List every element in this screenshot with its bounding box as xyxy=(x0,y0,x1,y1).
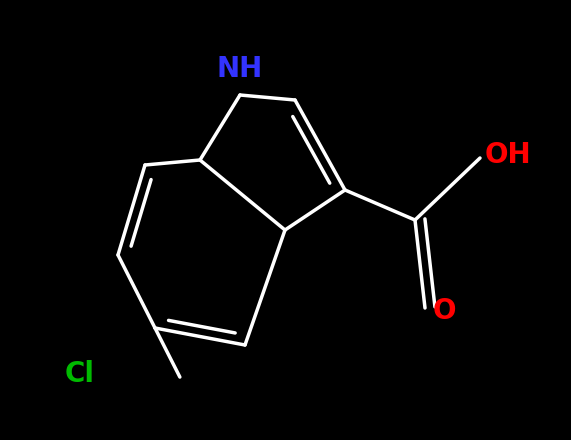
Text: NH: NH xyxy=(217,55,263,83)
Text: O: O xyxy=(433,297,456,325)
Text: OH: OH xyxy=(485,141,532,169)
Text: Cl: Cl xyxy=(65,360,95,388)
